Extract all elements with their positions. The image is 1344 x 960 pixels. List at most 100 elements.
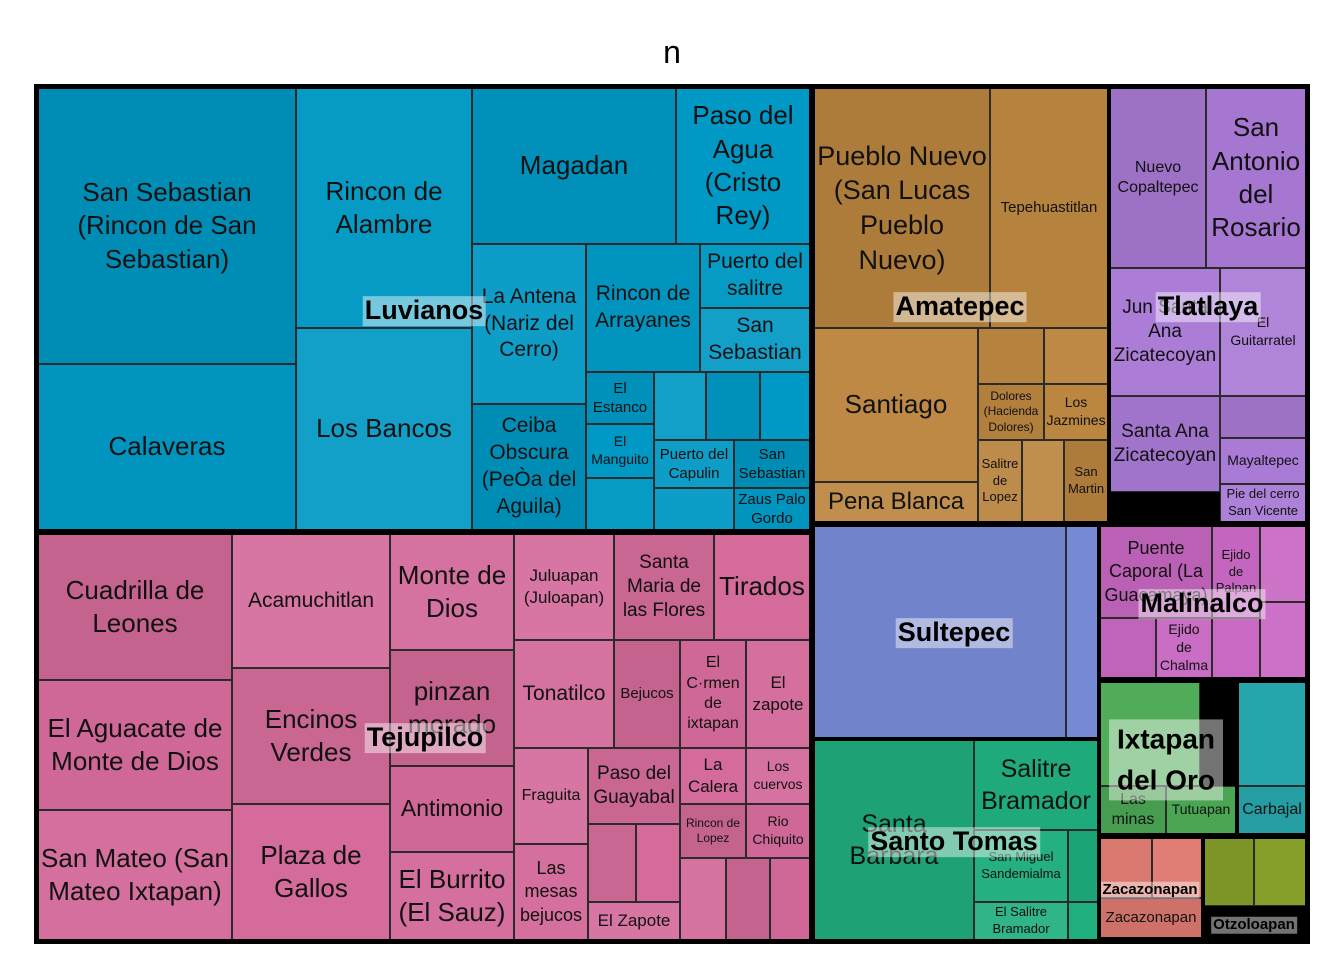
tile-mal-u1	[1260, 526, 1306, 602]
tile-label: Bejucos	[620, 685, 674, 703]
tile-puente-caporal: Puente Caporal (La Guacamaya)	[1100, 526, 1212, 618]
tile-label: Rio Chiquito	[752, 813, 804, 847]
group-label-santo-tomas: Santo Tomas	[868, 826, 1040, 857]
tile-luv-u2	[654, 372, 706, 440]
tile-rincon-de-arrayanes: Rincon de Arrayanes	[586, 244, 700, 372]
tile-fraguita: Fraguita	[514, 748, 588, 844]
tile-ixt-u1	[1100, 682, 1200, 786]
tile-paso-del-guayabal: Paso del Guayabal	[588, 748, 680, 824]
tile-pinzan-morado: pinzan morado	[390, 650, 514, 766]
tile-puerto-del-salitre: Puerto del salitre	[700, 244, 810, 308]
tile-el-guitarratel: El Guitarratel	[1220, 268, 1306, 396]
group-label-sultepec: Sultepec	[895, 617, 1013, 648]
tile-santa-ana-zicatecoyan-jun: Jun Santa Ana Zicatecoyan	[1110, 268, 1220, 396]
tile-monte-de-dios: Monte de Dios	[390, 534, 514, 650]
tile-santa-maria: Santa Maria de las Flores	[614, 534, 714, 640]
tile-las-mesas: Las mesas bejucos	[514, 844, 588, 940]
tile-rio-chiquito: Rio Chiquito	[746, 804, 810, 858]
tile-santa-ana-zicatecoyan: Santa Ana Zicatecoyan	[1110, 396, 1220, 492]
tile-sto-u2	[1068, 902, 1098, 940]
tile-label: Plaza de Gallos	[260, 839, 362, 903]
tile-los-cuervos: Los cuervos	[746, 748, 810, 804]
tile-magadan: Magadan	[472, 88, 676, 244]
tile-mayaltepec: Mayaltepec	[1220, 438, 1306, 484]
tile-luv-u1	[586, 478, 654, 530]
tile-label: San Miguel Sandemialma	[981, 849, 1061, 881]
tile-san-sebastian-rincon: San Sebastian (Rincon de San Sebastian)	[38, 88, 296, 364]
tile-label: La Calera	[687, 755, 739, 796]
tile-san-antonio-del-rosario: San Antonio del Rosario	[1206, 88, 1306, 268]
tile-label: San Antonio del Rosario	[1211, 112, 1301, 243]
tile-label: Mayaltepec	[1227, 452, 1299, 469]
tile-label: Puente Caporal (La Guacamaya)	[1104, 538, 1208, 605]
tile-label: pinzan morado	[407, 675, 497, 739]
tile-label: Santa Barbara	[849, 810, 939, 870]
group-label-luvianos: Luvianos	[362, 295, 486, 326]
tile-ejido-de-chalma: Ejido de Chalma	[1156, 618, 1212, 678]
tile-label: Rincon de Arrayanes	[595, 282, 691, 332]
tile-tej-u5	[770, 858, 810, 940]
tile-el-estanco: El Estanco	[586, 372, 654, 424]
tile-label: San Sebastian (Rincon de San Sebastian)	[77, 177, 257, 274]
tile-label: El C·rmen de ixtapan	[686, 654, 740, 733]
tile-tla-u1	[1220, 396, 1306, 438]
tile-acamuchitlan: Acamuchitlan	[232, 534, 390, 668]
tile-dolores: Dolores (Hacienda Dolores)	[978, 384, 1044, 440]
tile-label: Pie del cerro San Vicente	[1226, 486, 1300, 518]
tile-label: El Burrito (El Sauz)	[398, 863, 506, 927]
tile-la-antena: La Antena (Nariz del Cerro)	[472, 244, 586, 404]
tile-carbajal: Carbajal	[1238, 786, 1306, 834]
tile-label: Tepehuastitlan	[1000, 199, 1098, 217]
tile-label: Nuevo Copaltepec	[1117, 158, 1199, 196]
tile-pena-blanca: Pena Blanca	[814, 482, 978, 522]
tile-label: El Estanco	[592, 379, 648, 416]
tile-salitre-de-lopez: Salitre de Lopez	[978, 440, 1022, 522]
tile-bejucos: Bejucos	[614, 640, 680, 748]
tile-label: San Martin	[1067, 464, 1105, 496]
tile-el-zapote-2: El Zapote	[588, 902, 680, 940]
tile-label: Zacazonapan	[1105, 909, 1197, 927]
tile-el-zapote-1: El zapote	[746, 640, 810, 748]
tile-tonatilco: Tonatilco	[514, 640, 614, 748]
tile-los-jazmines: Los Jazmines	[1044, 384, 1108, 440]
tile-label: El zapote	[752, 673, 804, 714]
tile-plaza-de-gallos: Plaza de Gallos	[232, 804, 390, 940]
tile-label: Salitre de Lopez	[981, 456, 1019, 505]
tile-sul-u2	[1066, 526, 1098, 738]
tile-label: El Salitre Bramador	[992, 904, 1050, 936]
tile-el-manguito: El Manguito	[586, 424, 654, 478]
tile-label: Los cuervos	[753, 758, 803, 792]
tile-santiago: Santiago	[814, 328, 978, 482]
chart-title: n	[663, 34, 681, 70]
tile-tepehuastitlan: Tepehuastitlan	[990, 88, 1108, 328]
tile-label: Calaveras	[108, 431, 226, 462]
tile-rincon-de-alambre: Rincon de Alambre	[296, 88, 472, 328]
tile-label: Tirados	[719, 571, 805, 602]
tile-tirados: Tirados	[714, 534, 810, 640]
tile-label: Ejido de Chalma	[1159, 621, 1209, 673]
tile-otz-u1	[1204, 838, 1254, 906]
tile-label: San Sebastian	[738, 445, 806, 482]
tile-label: Pueblo Nuevo (San Lucas Pueblo Nuevo)	[817, 140, 987, 275]
group-label-tlatlaya: Tlatlaya	[1155, 291, 1261, 322]
tile-los-bancos: Los Bancos	[296, 328, 472, 530]
tile-label: Tutuapan	[1171, 801, 1231, 818]
group-label-zacazonapan: Zacazonapan	[1100, 880, 1200, 899]
tile-ama-u3	[1022, 440, 1064, 522]
tile-label: Las minas	[1111, 790, 1155, 828]
tile-label: El Zapote	[597, 911, 671, 931]
tile-pueblo-nuevo: Pueblo Nuevo (San Lucas Pueblo Nuevo)	[814, 88, 990, 328]
tile-label: Magadan	[519, 150, 629, 181]
tile-el-aguacate: El Aguacate de Monte de Dios	[38, 680, 232, 810]
tile-tej-u4	[726, 858, 770, 940]
tile-label: Encinos Verdes	[264, 703, 358, 767]
tile-cuadrilla-de-leones: Cuadrilla de Leones	[38, 534, 232, 680]
tile-la-calera: La Calera	[680, 748, 746, 804]
tile-las-minas: Las minas	[1100, 786, 1166, 834]
group-label-malinalco: Malinalco	[1138, 588, 1266, 619]
tile-label: Monte de Dios	[397, 559, 507, 623]
tile-sto-u1	[1068, 830, 1098, 902]
group-label-ixtapan-del-oro: Ixtapan del Oro	[1109, 719, 1223, 801]
tile-salitre-bramador: Salitre Bramador	[974, 740, 1098, 830]
tile-label: Rincon de Lopez	[685, 815, 741, 845]
